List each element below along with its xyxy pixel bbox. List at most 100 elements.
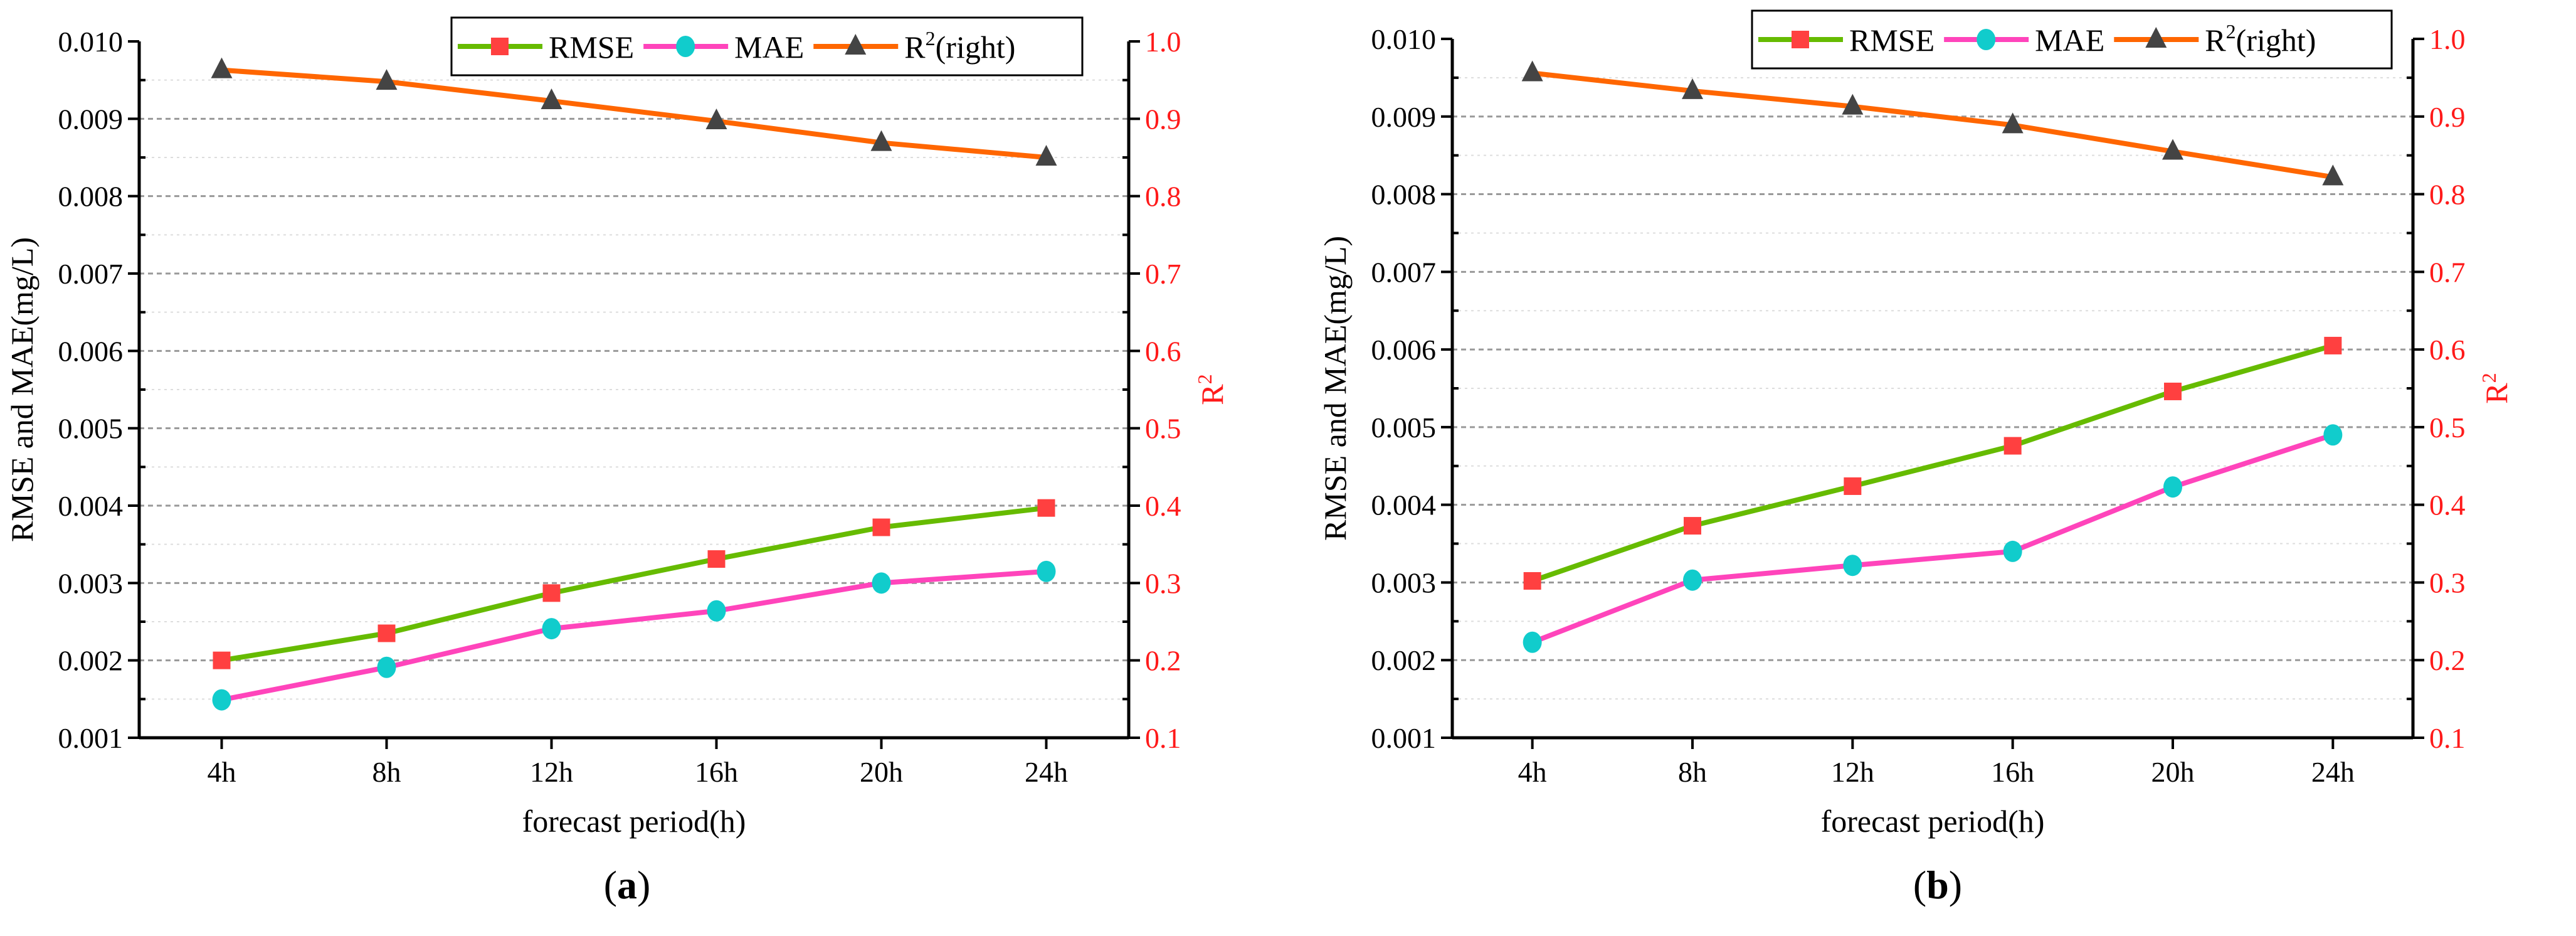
y2-tick-label: 0.6 [1145,335,1181,367]
chart-panel-a: 0.001 0.1 0.002 0.2 0.003 0.3 0.004 0.4 0.005 0.5… [4,16,1230,907]
data-point-MAE [1683,569,1702,591]
y-tick-label: 0.008 [58,181,124,213]
data-point-RMSE [213,651,231,669]
legend-label: RMSE [1849,23,1935,58]
legend: RMSE MAE R2(right) [1751,9,2393,70]
data-point-MAE [2003,540,2022,562]
data-point-R2(right) [705,109,727,130]
data-point-R2(right) [1035,145,1057,166]
data-point-RMSE [1684,517,1701,535]
data-point-MAE [2163,476,2182,498]
data-point-R2(right) [870,130,892,151]
y2-tick-label: 0.3 [1145,567,1181,599]
data-point-R2(right) [2162,139,2183,160]
series-line-MAE [1531,432,2334,645]
data-point-RMSE [542,584,561,602]
y2-tick-label: 0.6 [2429,334,2466,366]
data-point-RMSE [1037,499,1055,517]
panel-label: (b) [1913,863,1962,907]
y2-tick-label: 0.5 [1145,413,1181,445]
y-tick-label: 0.006 [1371,334,1437,366]
series-line-RMSE [221,505,1047,663]
chart-panel-b: 0.001 0.1 0.002 0.2 0.003 0.3 0.004 0.4 0.005 0.5… [1317,9,2514,907]
legend: RMSE MAE R2(right) [450,16,1084,77]
data-point-MAE [872,572,891,594]
y-tick-label: 0.008 [1371,179,1437,211]
y2-tick-label: 0.7 [1145,258,1181,290]
data-point-RMSE [707,550,726,568]
legend-marker [845,34,867,55]
y-tick-label: 0.010 [1371,23,1437,55]
legend-box [450,16,1084,77]
y2-tick-label: 0.9 [2429,101,2466,133]
y-tick-label: 0.004 [1371,489,1437,521]
data-point-MAE [1843,555,1862,577]
series-line-R2(right) [1532,70,2333,180]
legend-label: RMSE [549,29,634,65]
legend-label: MAE [734,29,804,65]
y-tick-label: 0.001 [58,722,124,754]
data-point-R2(right) [2002,112,2024,134]
y2-tick-label: 0.2 [1145,645,1181,677]
y-tick-label: 0.006 [58,335,124,367]
y-tick-label: 0.005 [58,413,124,445]
data-point-RMSE [2164,382,2182,400]
y2-tick-label: 0.8 [2429,179,2466,211]
data-point-RMSE [2003,437,2022,455]
y2-tick-label: 0.3 [2429,566,2466,598]
y2-tick-label: 0.5 [2429,412,2466,444]
series-line-R2(right) [221,67,1047,160]
x-tick-label: 12h [530,756,573,788]
x-tick-label: 24h [2311,756,2355,788]
y-tick-label: 0.004 [58,490,124,522]
data-point-MAE [2323,424,2343,446]
y2-tick-label: 0.7 [2429,256,2466,288]
legend-box [1751,9,2393,70]
data-point-R2(right) [1521,60,1543,82]
data-point-MAE [1523,631,1542,653]
x-axis-label: forecast period(h) [522,804,746,839]
legend-label: MAE [2035,23,2104,58]
data-point-R2(right) [1842,93,1864,115]
y-tick-label: 0.010 [58,26,124,58]
y2-tick-label: 1.0 [1145,26,1181,58]
data-point-MAE [377,656,396,678]
x-axis-label: forecast period(h) [1821,804,2045,839]
data-point-R2(right) [541,88,562,109]
y2-axis-label: R2 [2478,373,2514,403]
data-point-RMSE [1523,572,1541,590]
y-axis-label: RMSE and MAE(mg/L) [1317,236,1353,541]
y2-tick-label: 0.8 [1145,181,1181,213]
y2-tick-label: 0.1 [2429,722,2466,754]
data-point-MAE [1037,560,1056,582]
y2-tick-label: 0.2 [2429,644,2466,676]
y-tick-label: 0.009 [58,103,124,135]
data-point-RMSE [377,624,396,642]
legend-marker [1792,31,1809,48]
x-tick-label: 8h [1678,756,1707,788]
x-tick-label: 12h [1831,756,1874,788]
x-tick-label: 4h [1518,756,1547,788]
y-tick-label: 0.002 [1371,644,1437,676]
y-tick-label: 0.003 [58,567,124,599]
series-line-MAE [221,568,1047,703]
y-axis-label: RMSE and MAE(mg/L) [4,237,40,542]
y-tick-label: 0.001 [1371,722,1437,754]
x-tick-label: 8h [372,756,401,788]
x-tick-label: 4h [208,756,236,788]
legend-marker [1977,29,1996,50]
data-point-RMSE [1844,477,1862,495]
legend-label: R2(right) [904,27,1015,65]
y-tick-label: 0.007 [1371,256,1437,288]
data-point-RMSE [872,518,890,536]
x-tick-label: 16h [695,756,738,788]
data-point-RMSE [2324,336,2342,354]
data-point-R2(right) [211,57,233,78]
y-tick-label: 0.003 [1371,566,1437,598]
y-tick-label: 0.002 [58,645,124,677]
y2-axis-label: R2 [1193,374,1230,405]
y2-tick-label: 1.0 [2429,23,2466,55]
x-tick-label: 20h [2151,756,2195,788]
legend-marker [676,36,695,57]
